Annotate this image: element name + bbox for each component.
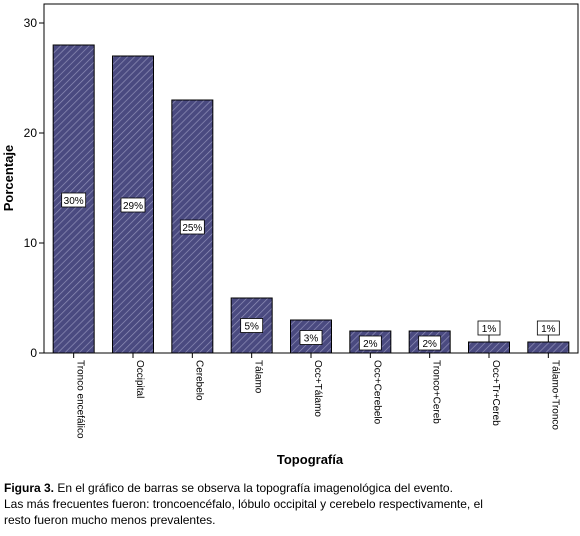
- data-label: 29%: [123, 201, 143, 212]
- bar: [468, 341, 510, 354]
- x-axis-label: Topografía: [277, 452, 344, 467]
- y-tick-label: 10: [24, 236, 38, 250]
- y-axis-label: Porcentaje: [1, 145, 16, 211]
- data-label-box: [240, 318, 264, 333]
- chart-svg: 0 10 20 30 Porcentaje Tronco encefálico 30% Occ…: [1, 3, 579, 467]
- caption-figure-label: Figura 3.: [4, 481, 55, 495]
- x-tick-label: Tronco+Cereb: [431, 360, 442, 424]
- data-label: 25%: [182, 223, 202, 234]
- data-label: 5%: [244, 322, 259, 333]
- data-label-box: [120, 197, 146, 213]
- data-label-box: [536, 320, 560, 336]
- x-tick-label: Tálamo+Tronco: [549, 360, 560, 430]
- data-label-box: [358, 335, 382, 351]
- caption-line-2: Las más frecuentes fueron: troncoencéfal…: [4, 497, 483, 511]
- data-label: 1%: [482, 324, 497, 335]
- x-tick-label: Occ+Tálamo: [312, 360, 323, 417]
- x-tick-label: Tálamo: [253, 360, 264, 394]
- data-label-box: [477, 320, 501, 336]
- y-tick-label: 0: [30, 346, 37, 360]
- bar: [527, 341, 570, 354]
- bar-chart: 0 10 20 30 Porcentaje Tronco encefálico 30% Occ…: [1, 3, 579, 467]
- data-label-box: [179, 219, 205, 235]
- x-tick-label: Tronco encefálico: [75, 360, 86, 439]
- data-label: 1%: [541, 324, 556, 335]
- caption-line-1: En el gráfico de barras se observa la to…: [54, 481, 453, 495]
- caption-line-3: resto fueron mucho menos prevalentes.: [4, 513, 216, 527]
- data-label: 30%: [64, 196, 84, 207]
- data-label: 2%: [363, 339, 378, 350]
- x-tick-label: Occ+Tr+Cereb: [490, 360, 501, 426]
- y-tick-label: 20: [24, 126, 38, 140]
- x-tick-label: Occ+Cerebelo: [371, 360, 382, 425]
- x-tick-label: Occipital: [134, 360, 145, 398]
- data-label-box: [418, 335, 442, 351]
- data-label: 2%: [422, 339, 437, 350]
- bar: [230, 297, 273, 354]
- figure-caption: Figura 3. En el gráfico de barras se obs…: [4, 480, 576, 528]
- y-tick-label: 30: [24, 16, 38, 30]
- data-label-box: [61, 192, 87, 208]
- data-label: 3%: [304, 334, 319, 345]
- data-label-box: [299, 330, 323, 345]
- x-tick-label: Cerebelo: [193, 360, 204, 401]
